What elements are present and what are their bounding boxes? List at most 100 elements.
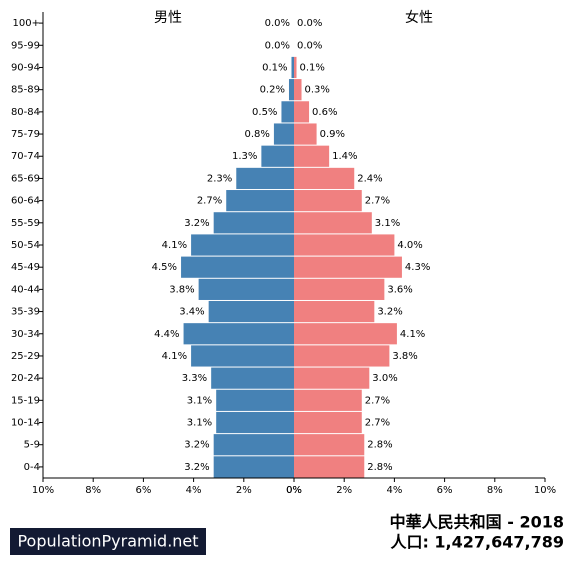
female-label: 女性 — [405, 9, 433, 26]
y-tick-label: 30-34 — [11, 329, 40, 340]
female-bar — [294, 300, 375, 323]
y-tick-label: 60-64 — [11, 196, 40, 207]
y-tick-label: 25-29 — [11, 351, 40, 362]
x-tick-label: 10% — [534, 485, 556, 496]
x-tick-label: 2% — [236, 485, 252, 496]
value-label: 2.7% — [365, 418, 390, 429]
value-label: 4.1% — [162, 351, 187, 362]
value-label: 2.8% — [367, 440, 392, 451]
value-label: 2.7% — [365, 196, 390, 207]
male-bar — [181, 256, 294, 278]
y-tick-label: 20-24 — [11, 373, 40, 384]
brand-box — [10, 528, 206, 555]
x-tick-label: 2% — [336, 485, 352, 496]
male-bar — [211, 367, 294, 389]
value-label: 2.3% — [207, 173, 232, 184]
female-bar — [294, 389, 362, 411]
male-bar — [216, 411, 294, 434]
male-bar — [291, 56, 294, 79]
value-label: 0.9% — [320, 129, 345, 140]
y-tick-label: 50-54 — [11, 240, 40, 251]
y-tick-label: 65-69 — [11, 173, 40, 184]
value-label: 2.7% — [197, 196, 222, 207]
value-label: 3.8% — [169, 284, 194, 295]
x-tick-label: 6% — [437, 485, 453, 496]
value-label: 0.2% — [260, 85, 285, 96]
female-bar — [294, 345, 390, 367]
value-label: 3.1% — [187, 395, 212, 406]
male-bar — [183, 323, 294, 345]
value-label: 3.2% — [184, 218, 209, 229]
y-tick-label: 80-84 — [11, 107, 40, 118]
value-label: 4.5% — [152, 262, 177, 273]
brand: PopulationPyramid.net — [17, 532, 198, 551]
female-bar — [294, 101, 310, 123]
value-label: 0.1% — [262, 62, 287, 73]
female-bar — [294, 212, 372, 234]
female-bar — [294, 145, 330, 167]
value-label: 2.7% — [365, 395, 390, 406]
value-label: 2.4% — [357, 173, 382, 184]
male-bar — [213, 434, 294, 456]
value-label: 0.6% — [312, 107, 337, 118]
chart-title: 中華人民共和国 - 2018 — [390, 513, 564, 532]
y-tick-label: 0-4 — [24, 462, 40, 473]
y-tick-label: 45-49 — [11, 262, 40, 273]
value-label: 4.0% — [397, 240, 422, 251]
y-tick-label: 55-59 — [11, 218, 40, 229]
value-label: 1.4% — [332, 151, 357, 162]
male-bar — [208, 300, 294, 323]
value-label: 0.0% — [265, 40, 290, 51]
value-label: 3.4% — [179, 307, 204, 318]
female-bar — [294, 278, 385, 300]
y-tick-label: 75-79 — [11, 129, 40, 140]
female-bar — [294, 56, 297, 79]
female-bar — [294, 434, 365, 456]
value-label: 0.0% — [297, 40, 322, 51]
value-label: 0.1% — [300, 62, 325, 73]
value-label: 3.1% — [375, 218, 400, 229]
value-label: 0.8% — [245, 129, 270, 140]
female-bar — [294, 234, 395, 256]
male-bar — [281, 101, 294, 123]
female-bar — [294, 323, 397, 345]
male-bar — [261, 145, 294, 167]
x-tick-label: 8% — [487, 485, 503, 496]
male-bar — [226, 190, 294, 212]
y-tick-label: 15-19 — [11, 395, 40, 406]
value-label: 3.6% — [387, 284, 412, 295]
value-label: 3.2% — [377, 307, 402, 318]
y-tick-label: 70-74 — [11, 151, 40, 162]
value-label: 0.0% — [265, 18, 290, 29]
x-tick-label: 10% — [32, 485, 54, 496]
value-label: 3.1% — [187, 418, 212, 429]
value-label: 3.2% — [184, 462, 209, 473]
male-label: 男性 — [154, 10, 182, 26]
y-tick-label: 100+ — [13, 18, 40, 29]
male-bar — [191, 345, 294, 367]
male-bar — [198, 278, 294, 300]
male-bar — [236, 167, 294, 190]
value-label: 4.1% — [162, 240, 187, 251]
x-tick-label: 4% — [386, 485, 402, 496]
y-tick-label: 90-94 — [11, 62, 40, 73]
y-tick-label: 95-99 — [11, 40, 40, 51]
male-bar — [288, 79, 294, 101]
value-label: 0.3% — [305, 85, 330, 96]
value-label: 4.4% — [154, 329, 179, 340]
male-bar — [216, 389, 294, 411]
x-tick-label: 6% — [135, 485, 151, 496]
male-bar — [213, 456, 294, 478]
value-label: 3.8% — [392, 351, 417, 362]
female-bar — [294, 167, 355, 190]
female-bar — [294, 79, 302, 101]
x-tick-label: 0% — [286, 485, 302, 496]
female-bar — [294, 190, 362, 212]
y-tick-label: 40-44 — [11, 284, 40, 295]
value-label: 3.2% — [184, 440, 209, 451]
female-bar — [294, 456, 365, 478]
y-tick-label: 5-9 — [24, 440, 40, 451]
value-label: 1.3% — [232, 151, 257, 162]
value-label: 2.8% — [367, 462, 392, 473]
